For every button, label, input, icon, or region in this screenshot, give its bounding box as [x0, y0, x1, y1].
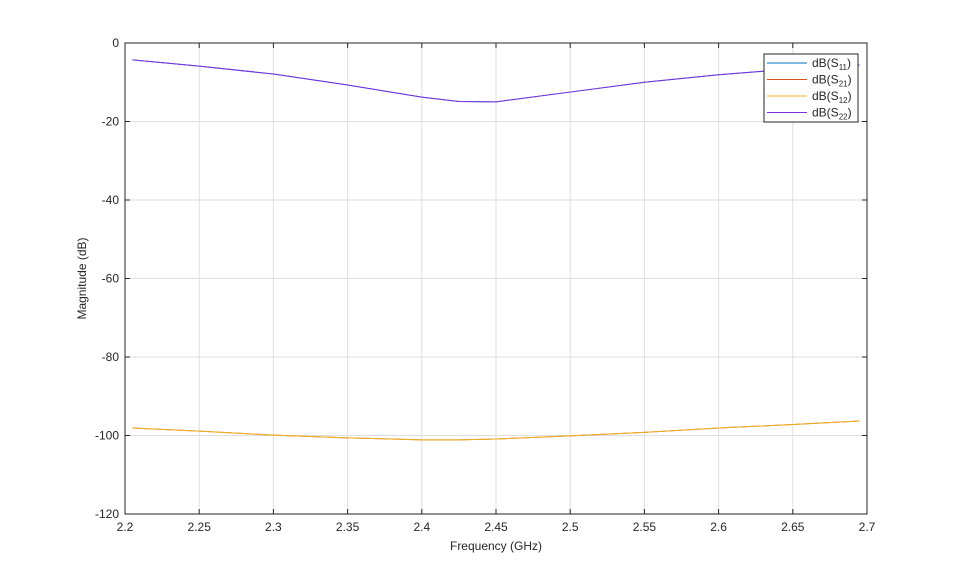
legend-entry: dB(S11): [812, 56, 851, 72]
x-tick-label: 2.7: [859, 520, 876, 534]
x-tick-label: 2.4: [413, 520, 430, 534]
x-tick-label: 2.3: [265, 520, 282, 534]
legend: dB(S11)dB(S21)dB(S12)dB(S22): [763, 53, 859, 123]
y-tick-label: -40: [102, 193, 120, 207]
series-line-dB(S22): [132, 59, 860, 103]
x-tick-label: 2.25: [188, 520, 212, 534]
legend-box: [763, 53, 859, 123]
legend-entry: dB(S21): [812, 73, 852, 89]
x-tick-label: 2.55: [633, 520, 657, 534]
legend-entry: dB(S22): [812, 106, 852, 122]
axes-box: [124, 42, 868, 515]
x-tick-label: 2.65: [781, 520, 805, 534]
y-tick-label: -60: [102, 272, 120, 286]
y-axis-label: Magnitude (dB): [75, 237, 89, 319]
x-tick-label: 2.5: [562, 520, 579, 534]
legend-entry: dB(S12): [812, 89, 852, 105]
y-tick-label: -100: [95, 429, 119, 443]
x-tick-label: 2.35: [336, 520, 360, 534]
x-tick-label: 2.45: [484, 520, 508, 534]
series-line-dB(S12): [132, 420, 860, 441]
y-tick-label: 0: [112, 36, 119, 50]
x-axis-label: Frequency (GHz): [450, 539, 542, 553]
x-tick-label: 2.6: [710, 520, 727, 534]
y-tick-label: -20: [102, 115, 120, 129]
y-tick-label: -120: [95, 507, 119, 521]
y-tick-label: -80: [102, 350, 120, 364]
x-tick-label: 2.2: [117, 520, 134, 534]
